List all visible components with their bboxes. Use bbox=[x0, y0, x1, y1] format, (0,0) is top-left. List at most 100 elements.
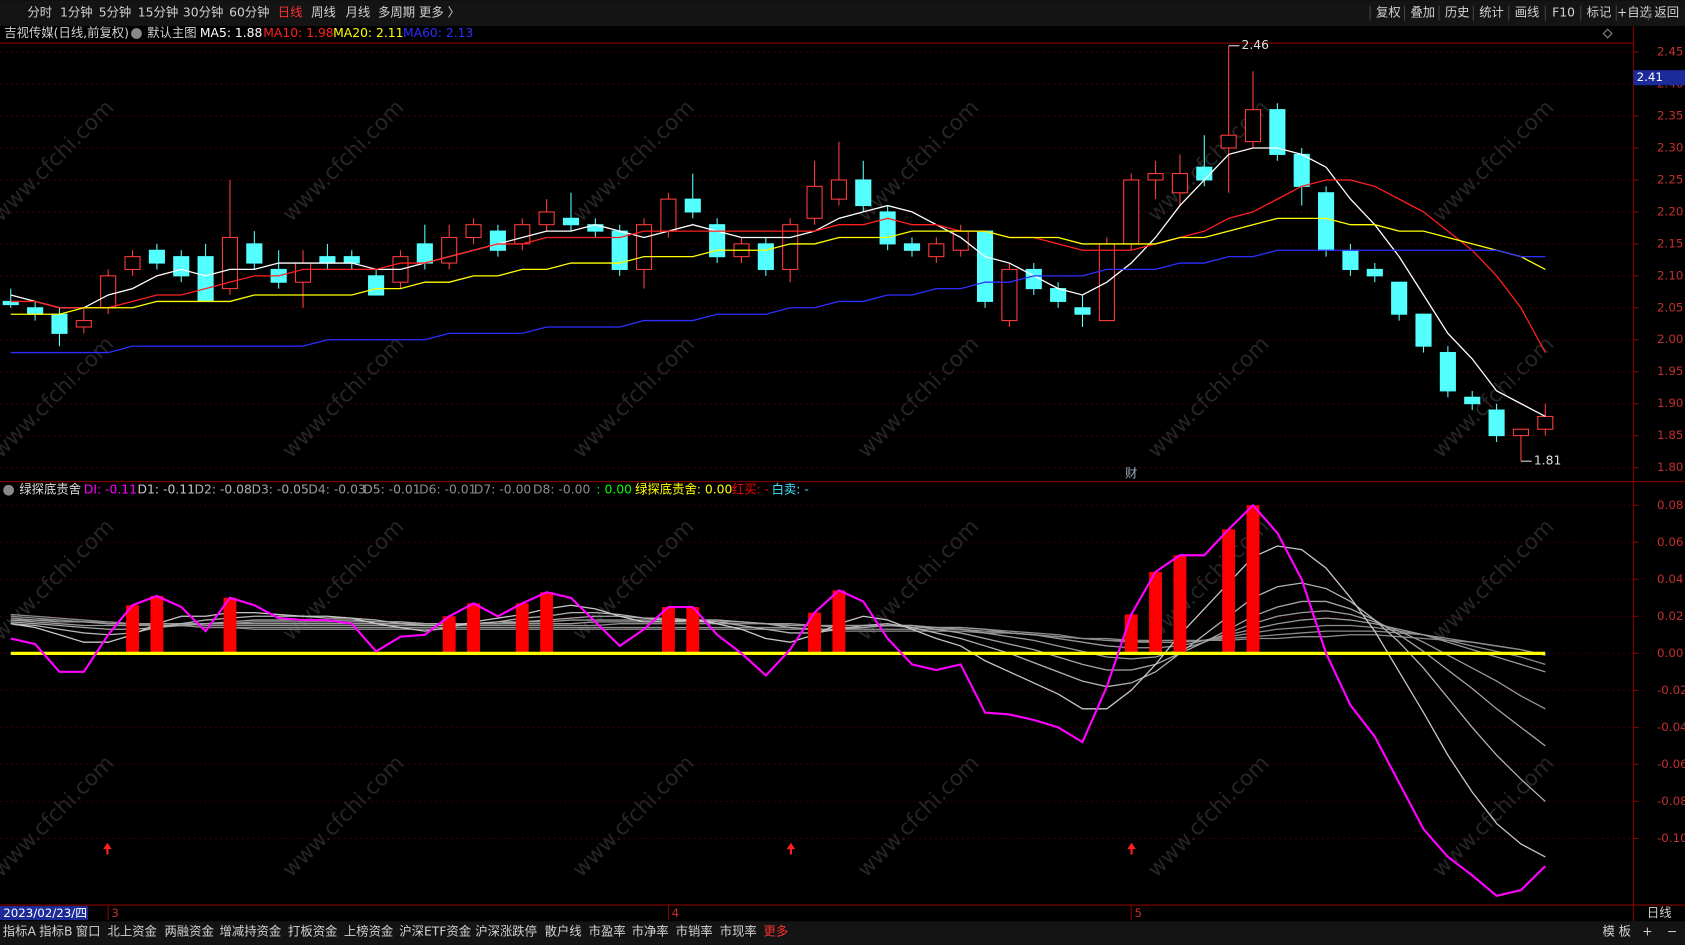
legend-entry: D7: -0.00 bbox=[474, 483, 532, 497]
bar bbox=[540, 592, 554, 654]
candle-body bbox=[294, 262, 312, 283]
tool-button[interactable]: 复权 bbox=[1376, 5, 1401, 20]
period-tab[interactable]: 日线 bbox=[278, 6, 303, 20]
period-tab[interactable]: 分时 bbox=[27, 6, 52, 20]
candle-body bbox=[1147, 173, 1164, 181]
template-name: 默认主图 bbox=[147, 25, 196, 40]
candle-body bbox=[952, 230, 969, 251]
bottom-tab[interactable]: 更多 bbox=[764, 924, 789, 938]
bottom-tab[interactable]: 市净率 bbox=[632, 923, 669, 938]
bottom-tab[interactable]: 市现率 bbox=[720, 923, 757, 938]
period-tab[interactable]: 周线 bbox=[311, 6, 336, 20]
main-chart: 1.80 1.85 1.90 1.95 2.00 2.05 2.10 2.15 2.20 2.25… bbox=[0, 38, 1685, 481]
bottom-tab[interactable]: 市销率 bbox=[676, 923, 713, 938]
ui-text: 分时 1分钟 5分钟 15分钟 30分钟 60分钟 日线 周线 月线 多周期 更多 〉 复权 叠加 历史统… bbox=[0, 5, 1679, 938]
candle-body bbox=[514, 224, 531, 245]
y-tick-label: 2.10 bbox=[1657, 268, 1683, 282]
signal-arrow bbox=[1127, 842, 1136, 855]
y-tick-label: -0.02 bbox=[1657, 683, 1685, 697]
bottom-tab[interactable]: 指标A bbox=[3, 923, 37, 938]
bottom-button[interactable]: − bbox=[1667, 924, 1677, 938]
candle-body bbox=[1537, 415, 1554, 430]
candle-body bbox=[1391, 281, 1408, 315]
candle-body bbox=[977, 230, 994, 302]
bar bbox=[1124, 614, 1138, 654]
legend-entry: : 0.00 bbox=[596, 483, 632, 497]
series-line bbox=[10, 610, 1546, 710]
stock-name: 吉视传媒(日线,前复权) bbox=[4, 25, 129, 40]
tool-button[interactable]: 画线 bbox=[1515, 6, 1540, 20]
bottom-button[interactable]: 板 bbox=[1619, 924, 1631, 938]
candle-body bbox=[368, 275, 385, 296]
series-line bbox=[10, 600, 1546, 747]
candle-body bbox=[343, 256, 360, 264]
bar bbox=[661, 607, 675, 654]
candle-body bbox=[1123, 179, 1140, 245]
candle-body bbox=[684, 198, 701, 213]
candle-body bbox=[830, 179, 847, 200]
legend-entry: MA20: 2.11 bbox=[333, 26, 403, 40]
bottom-tab[interactable]: 上榜资金 bbox=[344, 923, 393, 938]
period-tab[interactable]: 更多 〉 bbox=[419, 6, 460, 20]
y-tick-label: 2.25 bbox=[1657, 172, 1683, 186]
candle-body bbox=[1342, 249, 1359, 270]
series-line bbox=[10, 147, 1546, 417]
tool-button[interactable]: 叠加 bbox=[1410, 6, 1435, 20]
tool-button[interactable]: 统计 bbox=[1479, 6, 1504, 20]
candle-body bbox=[903, 243, 921, 251]
tool-button[interactable]: 历史 bbox=[1445, 6, 1470, 20]
price-label: 2.41 bbox=[1637, 70, 1663, 84]
period-tab[interactable]: 30分钟 bbox=[183, 5, 223, 20]
bottom-tab[interactable]: 打板资金 bbox=[288, 923, 337, 938]
series-line bbox=[10, 179, 1546, 353]
bar bbox=[1222, 529, 1236, 654]
bottom-tab[interactable]: 沪深ETF资金 bbox=[399, 923, 471, 938]
candle-body bbox=[197, 256, 214, 302]
bottom-button[interactable]: 模 bbox=[1603, 924, 1615, 938]
period-tab[interactable]: 60分钟 bbox=[229, 5, 269, 20]
bar bbox=[1246, 505, 1260, 654]
series-line bbox=[10, 249, 1546, 354]
bar bbox=[442, 616, 456, 654]
period-tab[interactable]: 15分钟 bbox=[138, 5, 178, 20]
period-tab[interactable]: 1分钟 bbox=[60, 5, 93, 20]
candle-body bbox=[173, 256, 190, 277]
legend-entry: DI: -0.11 bbox=[84, 483, 137, 497]
bottom-tab[interactable]: 增减持资金 bbox=[220, 923, 282, 938]
bottom-tab[interactable]: 两融资金 bbox=[164, 923, 213, 938]
y-tick-label: 0.02 bbox=[1657, 609, 1683, 623]
bottom-tab[interactable]: 散户线 bbox=[545, 923, 582, 938]
bottom-tab[interactable]: 窗口 bbox=[76, 924, 101, 938]
candle-body bbox=[1366, 268, 1383, 277]
tool-button[interactable]: 标记 bbox=[1587, 6, 1612, 20]
candle-body bbox=[757, 243, 774, 270]
y-tick-label: 0.08 bbox=[1657, 498, 1683, 512]
period-tab[interactable]: 月线 bbox=[346, 6, 371, 20]
bottom-tab[interactable]: 指标B bbox=[39, 923, 72, 938]
series-line bbox=[10, 582, 1546, 802]
candle-body bbox=[806, 185, 823, 219]
bar bbox=[1173, 555, 1187, 654]
candle-body bbox=[1074, 307, 1091, 315]
candle-body bbox=[221, 236, 239, 290]
tool-button[interactable]: F10 bbox=[1552, 6, 1575, 20]
bottom-button[interactable]: + bbox=[1642, 924, 1652, 938]
candle-body bbox=[1001, 268, 1018, 322]
candle-body bbox=[75, 320, 92, 328]
annotation: 1.81 bbox=[1534, 454, 1561, 468]
period-tab[interactable]: 5分钟 bbox=[99, 5, 132, 20]
tool-button[interactable]: +自选 bbox=[1617, 6, 1652, 20]
bar bbox=[1149, 571, 1163, 654]
tool-button[interactable]: 返回 bbox=[1654, 6, 1679, 20]
series-line bbox=[10, 217, 1546, 315]
bottom-tab[interactable]: 市盈率 bbox=[589, 923, 626, 938]
candle-body bbox=[1220, 134, 1237, 149]
y-tick-label: 2.30 bbox=[1657, 141, 1683, 155]
bar bbox=[808, 612, 822, 654]
candle-body bbox=[319, 256, 336, 264]
candle-body bbox=[855, 179, 872, 207]
bar bbox=[223, 597, 237, 654]
period-tab[interactable]: 多周期 bbox=[378, 6, 415, 20]
bottom-tab[interactable]: 北上资金 bbox=[107, 923, 156, 938]
bottom-tab[interactable]: 沪深涨跌停 bbox=[475, 923, 537, 938]
